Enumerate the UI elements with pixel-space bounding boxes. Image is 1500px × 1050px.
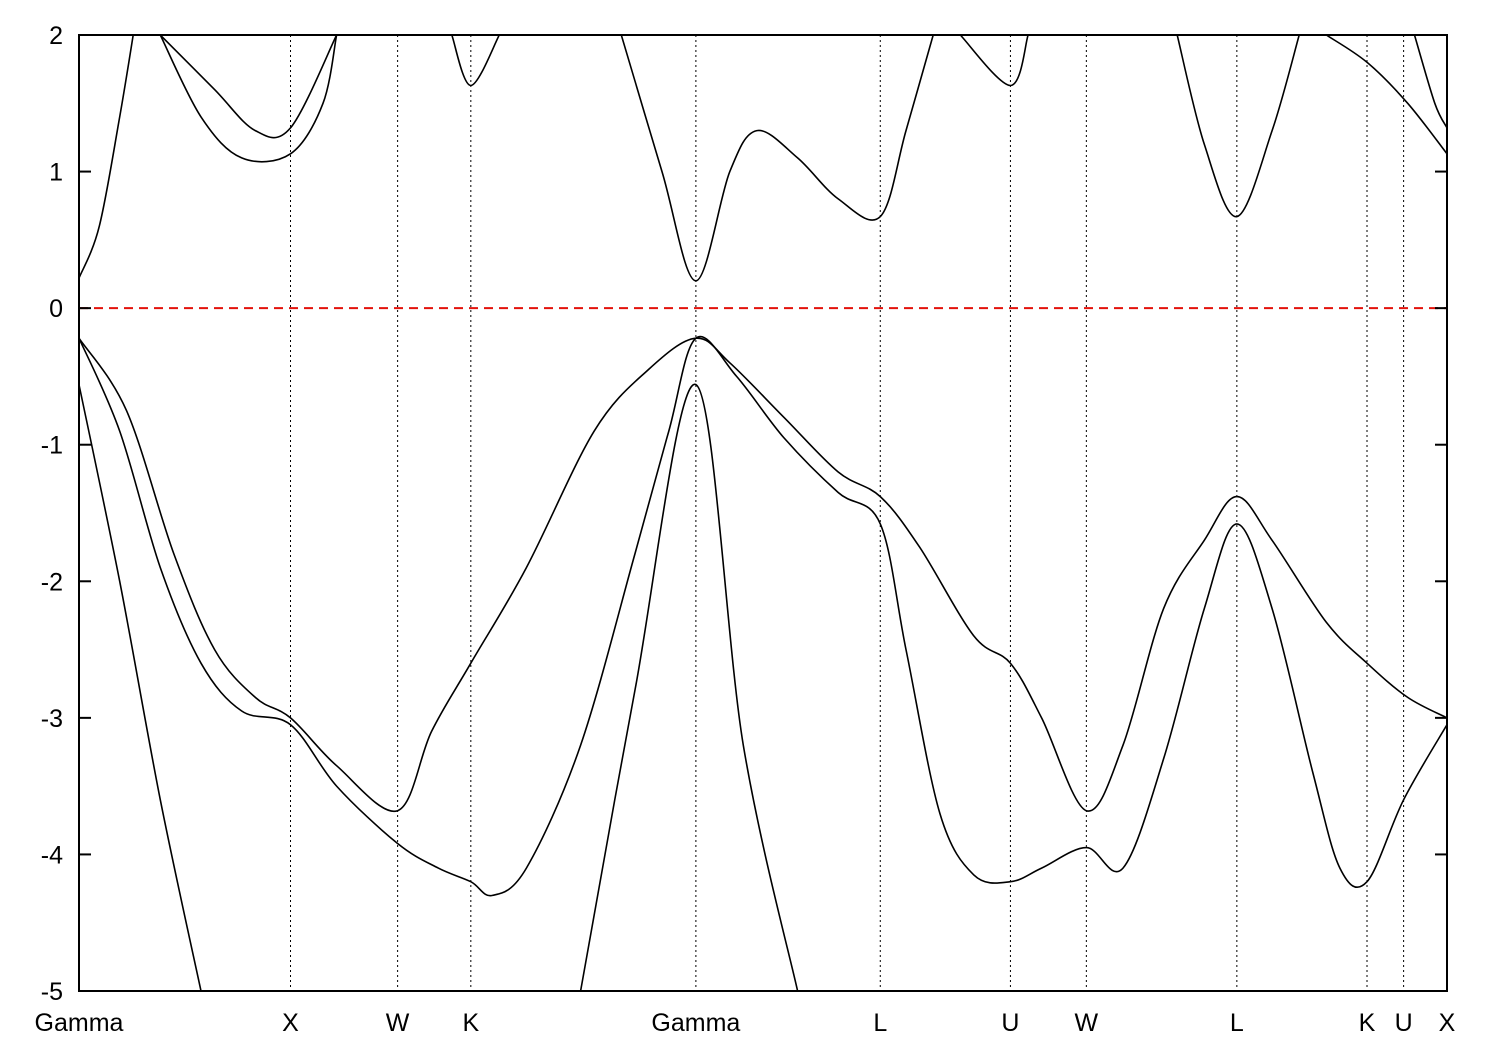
band-line-10 [1176,35,1300,218]
y-tick-label: -3 [41,705,63,733]
band-line-11 [1325,35,1447,155]
y-tick-label: -1 [41,432,63,460]
y-axis: 2 1 0 -1 -2 -3 -4 -5 [41,22,1447,1006]
band-line-9 [959,35,1029,87]
plot-frame [78,34,1448,992]
x-tick-label: U [1001,1009,1019,1037]
band-line-4 [79,35,134,279]
x-tick-label: L [1230,1009,1244,1037]
band-line-8 [620,35,934,282]
y-tick-label: 2 [49,22,63,50]
band-line-5 [159,35,338,139]
high-symmetry-lines [290,35,1405,991]
band-line-0 [79,384,202,991]
x-tick-label: X [282,1009,299,1037]
y-tick-label: -2 [41,568,63,596]
y-tick-label: -4 [41,841,63,869]
x-tick-label: Gamma [651,1009,740,1037]
band-line-3 [79,337,1447,813]
y-tick-label: 0 [49,295,63,323]
x-tick-label: W [386,1009,410,1037]
x-tick-label: Gamma [35,1009,124,1037]
band-line-6 [159,35,338,163]
x-axis: Gamma X W K Gamma L U W L K U X [35,1009,1456,1037]
y-tick-label: 1 [49,159,63,187]
x-tick-label: K [1359,1009,1376,1037]
x-tick-label: W [1075,1009,1099,1037]
band-lines [79,35,1447,991]
x-tick-label: K [462,1009,479,1037]
x-tick-label: L [873,1009,887,1037]
band-line-12 [1413,35,1447,129]
band-line-1 [579,383,799,991]
x-tick-label: X [1439,1009,1456,1037]
x-tick-label: U [1395,1009,1413,1037]
y-tick-label: -5 [41,978,63,1006]
band-line-2 [79,335,1447,897]
band-line-7 [451,35,501,87]
